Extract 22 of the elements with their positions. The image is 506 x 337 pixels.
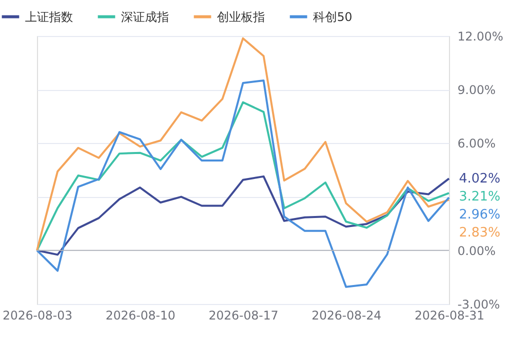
data-label: 4.02% [459,172,500,187]
y-tick-label: -3.00% [458,298,500,312]
y-tick-label: 6.00% [458,136,496,151]
line-series [36,37,450,252]
line-series [36,175,450,256]
data-label: 2.83% [459,226,500,241]
legend-label: 创业板指 [217,10,265,24]
line-series [36,79,450,288]
legend-label: 深证成指 [121,10,169,24]
y-tick-label: 0.00% [458,244,496,258]
legend-label: 上证指数 [25,10,73,24]
x-tick-label: 2026-08-31 [414,308,484,322]
legend-label: 科创50 [313,10,352,24]
data-label: 3.21% [459,190,500,205]
x-tick-label: 2026-08-10 [106,308,176,322]
x-tick-label: 2026-08-03 [2,308,72,322]
y-tick-label: 9.00% [458,83,496,98]
data-label: 2.96% [459,208,500,223]
x-tick-label: 2026-08-24 [312,308,382,322]
x-tick-label: 2026-08-17 [208,308,278,322]
line-series [36,101,450,252]
y-tick-label: 12.00% [458,30,504,44]
